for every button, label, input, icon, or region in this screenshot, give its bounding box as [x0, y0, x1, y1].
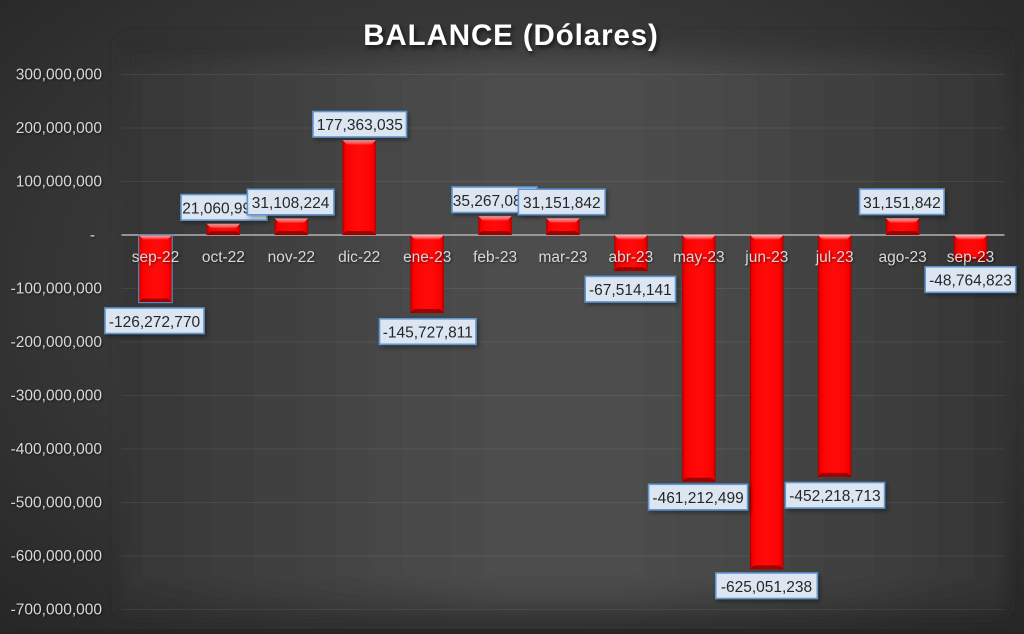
- svg-text:-600,000,000: -600,000,000: [11, 548, 103, 565]
- svg-text:sep-22: sep-22: [132, 249, 179, 266]
- svg-text:ene-23: ene-23: [403, 249, 451, 266]
- svg-text:31,151,842: 31,151,842: [523, 195, 601, 212]
- svg-text:feb-23: feb-23: [473, 249, 517, 266]
- svg-text:-: -: [90, 227, 95, 244]
- svg-text:-145,727,811: -145,727,811: [383, 325, 473, 342]
- svg-text:200,000,000: 200,000,000: [16, 120, 103, 137]
- svg-text:-452,218,713: -452,218,713: [789, 488, 880, 505]
- svg-text:-100,000,000: -100,000,000: [11, 281, 103, 298]
- svg-text:sep-23: sep-23: [947, 249, 994, 266]
- svg-text:dic-22: dic-22: [338, 249, 380, 266]
- svg-text:-200,000,000: -200,000,000: [11, 334, 103, 351]
- svg-text:ago-23: ago-23: [878, 249, 926, 266]
- svg-text:-500,000,000: -500,000,000: [11, 495, 103, 512]
- svg-text:mar-23: mar-23: [538, 249, 587, 266]
- svg-text:-300,000,000: -300,000,000: [11, 388, 103, 405]
- svg-text:jul-23: jul-23: [815, 249, 854, 266]
- svg-text:nov-22: nov-22: [268, 249, 315, 266]
- svg-text:-700,000,000: -700,000,000: [11, 602, 103, 619]
- svg-text:177,363,035: 177,363,035: [317, 117, 403, 134]
- svg-text:35,267,085: 35,267,085: [453, 193, 531, 210]
- svg-text:oct-22: oct-22: [202, 249, 245, 266]
- svg-text:300,000,000: 300,000,000: [16, 67, 103, 84]
- svg-text:31,108,224: 31,108,224: [252, 195, 330, 212]
- svg-text:-625,051,238: -625,051,238: [721, 579, 812, 596]
- svg-text:BALANCE (Dólares): BALANCE (Dólares): [363, 19, 659, 52]
- svg-text:-67,514,141: -67,514,141: [589, 282, 672, 299]
- svg-text:-400,000,000: -400,000,000: [11, 441, 103, 458]
- svg-text:jun-23: jun-23: [744, 249, 788, 266]
- svg-text:abr-23: abr-23: [608, 249, 653, 266]
- svg-text:-126,272,770: -126,272,770: [109, 314, 201, 331]
- svg-text:-461,212,499: -461,212,499: [652, 490, 743, 507]
- svg-text:-48,764,823: -48,764,823: [929, 273, 1012, 290]
- svg-text:21,060,995: 21,060,995: [182, 200, 260, 217]
- svg-text:may-23: may-23: [673, 249, 725, 266]
- svg-text:31,151,842: 31,151,842: [863, 195, 941, 212]
- svg-text:100,000,000: 100,000,000: [16, 174, 103, 191]
